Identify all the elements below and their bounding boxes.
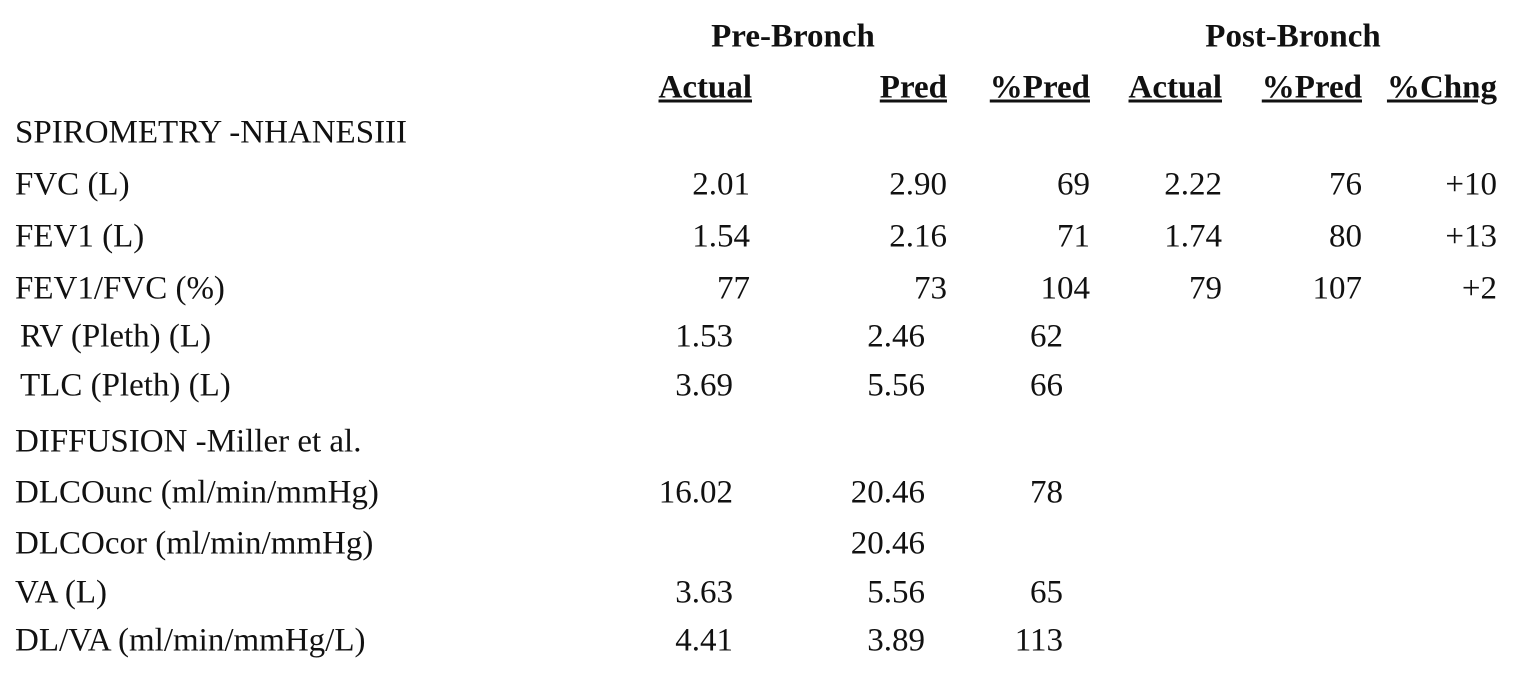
row-label: FVC (L) bbox=[15, 166, 130, 203]
row-label: DLCOcor (ml/min/mmHg) bbox=[15, 525, 374, 562]
cell-value: 3.69 bbox=[675, 367, 733, 404]
cell-value: 2.16 bbox=[889, 218, 947, 255]
cell-value: 2.01 bbox=[692, 166, 750, 203]
cell-value: 3.63 bbox=[675, 574, 733, 611]
cell-value: 78 bbox=[1030, 474, 1063, 511]
column-header: %Pred bbox=[1261, 69, 1362, 106]
row-label: TLC (Pleth) (L) bbox=[20, 367, 231, 404]
cell-value: 1.74 bbox=[1164, 218, 1222, 255]
cell-value: 5.56 bbox=[867, 574, 925, 611]
cell-value: 66 bbox=[1030, 367, 1063, 404]
row-label: VA (L) bbox=[15, 574, 107, 611]
row-label: RV (Pleth) (L) bbox=[20, 318, 212, 355]
cell-value: 2.22 bbox=[1164, 166, 1222, 203]
cell-value: 76 bbox=[1329, 166, 1362, 203]
row-label: FEV1/FVC (%) bbox=[15, 270, 225, 307]
cell-value: 62 bbox=[1030, 318, 1063, 355]
cell-value: 3.89 bbox=[867, 622, 925, 659]
column-header: %Pred bbox=[989, 69, 1090, 106]
cell-value: 1.54 bbox=[692, 218, 750, 255]
row-label: DL/VA (ml/min/mmHg/L) bbox=[15, 622, 366, 659]
column-header: Actual bbox=[1128, 69, 1223, 106]
column-header: %Chng bbox=[1386, 69, 1497, 106]
group-header: Post-Bronch bbox=[1205, 18, 1381, 55]
group-header: Pre-Bronch bbox=[711, 18, 875, 55]
row-label: DLCOunc (ml/min/mmHg) bbox=[15, 474, 379, 511]
section-title: SPIROMETRY -NHANESIII bbox=[15, 114, 408, 151]
cell-value: 4.41 bbox=[675, 622, 733, 659]
cell-value: +10 bbox=[1445, 166, 1497, 203]
cell-value: 69 bbox=[1057, 166, 1090, 203]
cell-value: 113 bbox=[1014, 622, 1063, 659]
section-title: DIFFUSION -Miller et al. bbox=[15, 423, 362, 460]
cell-value: 65 bbox=[1030, 574, 1063, 611]
cell-value: 107 bbox=[1312, 270, 1363, 307]
cell-value: 79 bbox=[1189, 270, 1222, 307]
column-header: Actual bbox=[658, 69, 753, 106]
cell-value: 16.02 bbox=[658, 474, 733, 511]
cell-value: 80 bbox=[1329, 218, 1362, 255]
row-label: FEV1 (L) bbox=[15, 218, 145, 255]
cell-value: +13 bbox=[1445, 218, 1497, 255]
cell-value: 20.46 bbox=[850, 525, 925, 562]
cell-value: +2 bbox=[1461, 270, 1497, 307]
cell-value: 77 bbox=[717, 270, 750, 307]
cell-value: 73 bbox=[914, 270, 947, 307]
cell-value: 71 bbox=[1057, 218, 1090, 255]
column-header: Pred bbox=[879, 69, 947, 106]
cell-value: 2.46 bbox=[867, 318, 925, 355]
cell-value: 2.90 bbox=[889, 166, 947, 203]
cell-value: 5.56 bbox=[867, 367, 925, 404]
cell-value: 20.46 bbox=[850, 474, 925, 511]
cell-value: 1.53 bbox=[675, 318, 733, 355]
cell-value: 104 bbox=[1040, 270, 1091, 307]
